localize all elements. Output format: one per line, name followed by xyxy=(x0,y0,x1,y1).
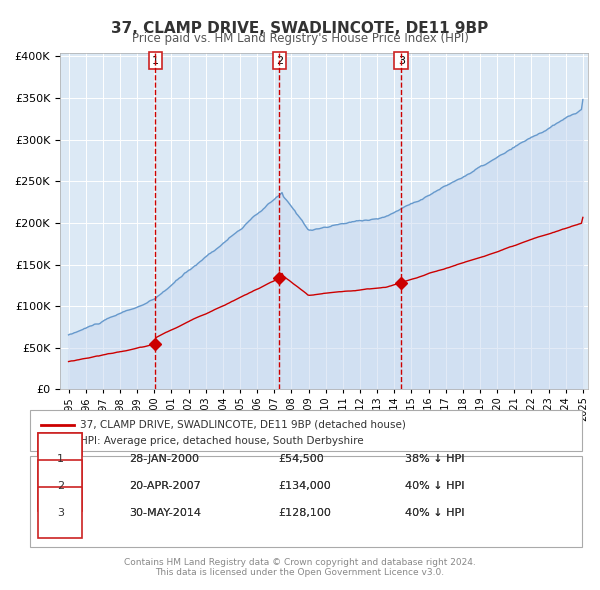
Text: 3: 3 xyxy=(398,55,405,65)
FancyBboxPatch shape xyxy=(38,487,82,539)
FancyBboxPatch shape xyxy=(30,456,582,547)
Text: 38% ↓ HPI: 38% ↓ HPI xyxy=(406,454,465,464)
Text: £54,500: £54,500 xyxy=(278,454,324,464)
FancyBboxPatch shape xyxy=(38,432,82,484)
Text: This data is licensed under the Open Government Licence v3.0.: This data is licensed under the Open Gov… xyxy=(155,568,445,576)
Text: 2: 2 xyxy=(57,481,64,491)
Text: 28-JAN-2000: 28-JAN-2000 xyxy=(130,454,199,464)
Text: 30-MAY-2014: 30-MAY-2014 xyxy=(130,508,202,518)
FancyBboxPatch shape xyxy=(38,460,82,512)
Text: 3: 3 xyxy=(57,508,64,518)
Text: 1: 1 xyxy=(57,454,64,464)
FancyBboxPatch shape xyxy=(30,410,582,451)
Text: 28-JAN-2000: 28-JAN-2000 xyxy=(130,454,199,464)
Text: 40% ↓ HPI: 40% ↓ HPI xyxy=(406,508,465,518)
Text: 20-APR-2007: 20-APR-2007 xyxy=(130,481,201,491)
Text: HPI: Average price, detached house, South Derbyshire: HPI: Average price, detached house, Sout… xyxy=(80,436,364,446)
Text: 20-APR-2007: 20-APR-2007 xyxy=(130,481,201,491)
Text: 40% ↓ HPI: 40% ↓ HPI xyxy=(406,481,465,491)
Text: Price paid vs. HM Land Registry's House Price Index (HPI): Price paid vs. HM Land Registry's House … xyxy=(131,32,469,45)
Text: 37, CLAMP DRIVE, SWADLINCOTE, DE11 9BP: 37, CLAMP DRIVE, SWADLINCOTE, DE11 9BP xyxy=(112,21,488,35)
Text: Contains HM Land Registry data © Crown copyright and database right 2024.: Contains HM Land Registry data © Crown c… xyxy=(124,558,476,566)
Text: £134,000: £134,000 xyxy=(278,481,331,491)
FancyBboxPatch shape xyxy=(38,487,82,539)
Text: 37, CLAMP DRIVE, SWADLINCOTE, DE11 9BP (detached house): 37, CLAMP DRIVE, SWADLINCOTE, DE11 9BP (… xyxy=(80,419,406,430)
Text: £134,000: £134,000 xyxy=(278,481,331,491)
Text: 2: 2 xyxy=(57,481,64,491)
Text: 3: 3 xyxy=(57,508,64,518)
Text: 40% ↓ HPI: 40% ↓ HPI xyxy=(406,508,465,518)
Text: 40% ↓ HPI: 40% ↓ HPI xyxy=(406,481,465,491)
Text: £54,500: £54,500 xyxy=(278,454,324,464)
FancyBboxPatch shape xyxy=(38,460,82,512)
FancyBboxPatch shape xyxy=(38,432,82,484)
Text: £128,100: £128,100 xyxy=(278,508,331,518)
Text: 1: 1 xyxy=(152,55,159,65)
Text: 1: 1 xyxy=(57,454,64,464)
Text: £128,100: £128,100 xyxy=(278,508,331,518)
Text: 38% ↓ HPI: 38% ↓ HPI xyxy=(406,454,465,464)
Text: 30-MAY-2014: 30-MAY-2014 xyxy=(130,508,202,518)
Text: 2: 2 xyxy=(276,55,283,65)
